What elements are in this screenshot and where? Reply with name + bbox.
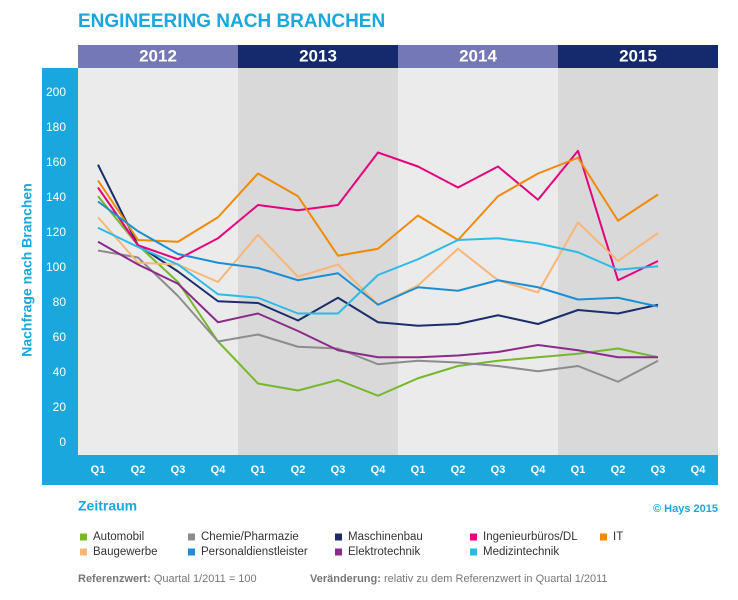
year-label: 2013 — [299, 46, 337, 65]
y-tick-label: 120 — [46, 225, 66, 239]
legend-label: Baugewerbe — [93, 546, 158, 558]
legend-label: Ingenieurbüros/DL — [483, 531, 578, 543]
y-axis-label: Nachfrage nach Branchen — [19, 183, 35, 357]
legend-swatch — [335, 533, 342, 541]
y-tick-label: 140 — [46, 190, 66, 204]
year-label: 2015 — [619, 46, 657, 65]
y-tick-label: 60 — [53, 330, 67, 344]
footnote-label: Referenzwert: — [78, 573, 151, 585]
line — [97, 240, 658, 359]
plot-background — [398, 68, 558, 455]
copyright: © Hays 2015 — [653, 503, 718, 515]
line — [97, 249, 659, 383]
plot-background — [558, 68, 718, 455]
footnote: Referenzwert: Quartal 1/2011 = 100 — [78, 573, 257, 585]
legend-label: Automobil — [93, 531, 144, 543]
legend-swatch — [600, 533, 607, 541]
x-tick-label: Q4 — [531, 464, 547, 476]
legend-swatch — [188, 533, 195, 541]
x-tick-label: Q2 — [291, 464, 306, 476]
legend-swatch — [470, 548, 477, 556]
line — [97, 226, 659, 315]
year-label: 2012 — [139, 46, 177, 65]
legend-label: Personaldienstleister — [201, 546, 308, 558]
x-tick-label: Q1 — [571, 464, 586, 476]
y-tick-label: 40 — [53, 365, 67, 379]
year-label: 2014 — [459, 46, 497, 65]
footnote: Veränderung: relativ zu dem Referenzwert… — [310, 573, 608, 585]
y-axis-strip — [42, 68, 78, 485]
y-tick-label: 0 — [59, 435, 66, 449]
line — [97, 164, 659, 327]
x-axis-label: Zeitraum — [78, 498, 137, 514]
x-tick-label: Q2 — [131, 464, 146, 476]
legend-swatch — [188, 548, 195, 556]
x-tick-label: Q3 — [651, 464, 666, 476]
x-tick-label: Q4 — [691, 464, 707, 476]
legend-label: IT — [613, 531, 623, 543]
x-tick-label: Q3 — [331, 464, 346, 476]
plot-background — [238, 68, 398, 455]
legend-label: Elektrotechnik — [348, 546, 420, 558]
line — [97, 156, 659, 257]
y-tick-label: 200 — [46, 85, 66, 99]
legend-label: Chemie/Pharmazie — [201, 531, 299, 543]
y-tick-label: 20 — [53, 400, 67, 414]
legend-label: Maschinenbau — [348, 531, 423, 543]
footnote-text: Quartal 1/2011 = 100 — [154, 573, 257, 585]
x-tick-label: Q1 — [251, 464, 266, 476]
year-band — [238, 45, 398, 68]
legend-swatch — [335, 548, 342, 556]
x-tick-label: Q1 — [91, 464, 106, 476]
line — [97, 195, 659, 397]
x-tick-label: Q2 — [611, 464, 626, 476]
y-tick-label: 180 — [46, 120, 66, 134]
footnote-label: Veränderung: — [310, 573, 381, 585]
x-tick-label: Q4 — [211, 464, 227, 476]
legend-swatch — [80, 533, 87, 541]
legend-swatch — [80, 548, 87, 556]
legend-swatch — [470, 533, 477, 541]
x-tick-label: Q2 — [451, 464, 466, 476]
x-tick-label: Q1 — [411, 464, 426, 476]
line — [97, 149, 659, 282]
line — [97, 200, 659, 308]
year-band — [398, 45, 558, 68]
legend-label: Medizintechnik — [483, 546, 559, 558]
backgrounds: 2012 2013 2014 2015 0 20 40 60 80 100 120 140 160 180… — [42, 45, 718, 485]
x-tick-label: Q3 — [171, 464, 186, 476]
y-tick-label: 80 — [53, 295, 67, 309]
y-tick-label: 100 — [46, 260, 66, 274]
x-axis-strip — [78, 455, 718, 485]
lines — [97, 149, 659, 397]
chart-title: ENGINEERING NACH BRANCHEN — [78, 11, 385, 32]
year-band — [558, 45, 718, 68]
footnote-text: relativ zu dem Referenzwert in Quartal 1… — [384, 573, 608, 585]
year-band — [78, 45, 238, 68]
x-tick-label: Q3 — [491, 464, 506, 476]
x-tick-label: Q4 — [371, 464, 387, 476]
y-tick-label: 160 — [46, 155, 66, 169]
